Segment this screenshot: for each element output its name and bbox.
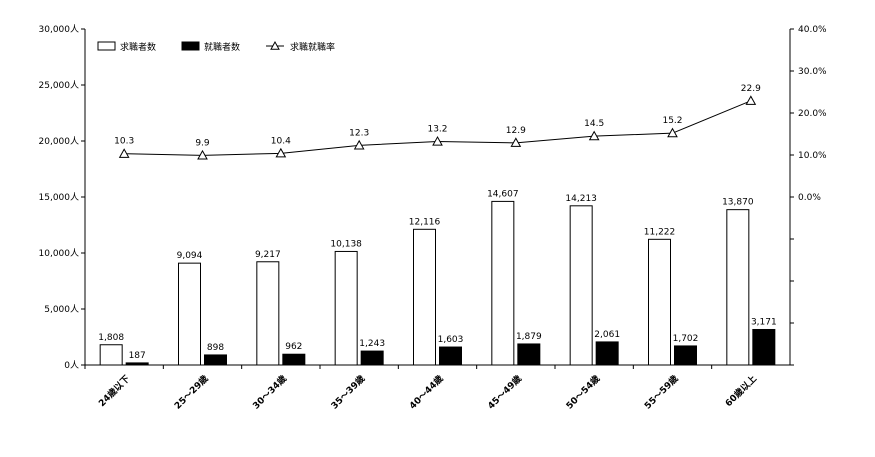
x-axis: 24歳以下 25～29歳 30～34歳 35～39歳 40～44歳 45～49歳 50～54… [84, 364, 790, 412]
bar-label: 1,243 [359, 339, 385, 349]
bar-applicants [491, 200, 515, 366]
rate-point [353, 139, 365, 150]
rate-label: 9.9 [195, 138, 210, 148]
bars: 1,808 187 9,094 898 9,217 962 10,138 1,243 12,11… [98, 189, 777, 366]
rate-line: 10.3 9.9 10.4 12.3 13.2 12.9 14.5 15.2 22.9 [114, 84, 761, 160]
right-tick-label: 10.0% [798, 151, 827, 161]
rate-label: 13.2 [427, 125, 447, 135]
rate-point [432, 136, 443, 146]
rate-point [118, 148, 130, 158]
bar-hired [595, 341, 619, 366]
bar-hired [439, 346, 462, 366]
rate-label: 12.9 [506, 126, 526, 136]
bar-label: 11,222 [644, 227, 676, 237]
bar-label: 9,094 [177, 251, 203, 261]
bar-applicants [99, 344, 123, 366]
bar-applicants [726, 209, 750, 366]
bar-label: 14,213 [565, 194, 597, 204]
bar-hired [674, 345, 697, 366]
x-tick-label: 35～39歳 [328, 373, 367, 412]
rate-point [588, 130, 600, 141]
rate-point [197, 149, 208, 160]
bar-hired [360, 350, 384, 366]
bar-hired [204, 354, 227, 366]
rate-point [667, 127, 678, 138]
rate-label: 14.5 [584, 119, 604, 129]
rate-point [510, 137, 522, 147]
x-tick-label: 30～34歳 [250, 373, 289, 412]
bar-applicants [256, 261, 280, 366]
right-tick-label: 0.0% [798, 193, 821, 203]
bar-label: 3,171 [751, 317, 777, 327]
x-tick-label: 40～44歳 [407, 373, 446, 412]
rate-point [275, 147, 287, 158]
legend-marker [270, 40, 280, 50]
x-tick-label: 45～49歳 [485, 373, 524, 412]
right-tick-label: 20.0% [798, 109, 827, 119]
left-tick-label: 20,000人 [39, 136, 80, 147]
bar-label: 1,702 [673, 334, 699, 344]
bar-label: 1,879 [516, 332, 542, 342]
bar-label: 1,603 [438, 335, 464, 345]
bar-applicants [413, 228, 436, 366]
bar-hired [517, 343, 541, 366]
bar-label: 962 [285, 342, 302, 352]
bar-label: 12,116 [409, 217, 441, 227]
x-tick-label: 24歳以下 [96, 373, 132, 409]
left-tick-label: 0人 [64, 360, 79, 371]
bar-label: 898 [207, 343, 224, 353]
legend: 求職者数 就職者数 求職就職率 [97, 40, 335, 53]
bar-label: 13,870 [722, 198, 754, 208]
bar-label: 14,607 [487, 189, 519, 199]
bar-hired [752, 328, 776, 366]
bar-applicants [648, 238, 671, 366]
legend-label: 求職者数 [120, 41, 156, 53]
bar-label: 2,061 [594, 330, 620, 340]
rate-label: 15.2 [662, 116, 682, 126]
rate-point [745, 95, 757, 105]
bar-label: 10,138 [330, 239, 362, 249]
bar-applicants [569, 205, 593, 366]
legend-swatch-1 [181, 41, 200, 51]
bar-applicants [334, 250, 358, 366]
left-tick-label: 5,000人 [44, 304, 79, 315]
legend-label: 就職者数 [204, 41, 240, 53]
bar-label: 1,808 [98, 333, 124, 343]
x-tick-label: 50～54歳 [563, 373, 602, 412]
rate-label: 22.9 [741, 84, 761, 94]
bar-hired [282, 353, 306, 366]
left-tick-label: 25,000人 [39, 80, 80, 91]
bar-label: 187 [129, 351, 146, 361]
x-tick-label: 60歳以上 [723, 373, 759, 409]
bar-applicants [178, 262, 201, 366]
x-tick-label: 55～59歳 [642, 373, 681, 412]
left-tick-label: 10,000人 [39, 248, 80, 259]
legend-label: 求職就職率 [290, 41, 335, 53]
x-tick-label: 25～29歳 [172, 373, 211, 412]
left-tick-label: 15,000人 [39, 192, 80, 203]
rate-label: 10.3 [114, 137, 134, 147]
right-tick-label: 40.0% [798, 25, 827, 35]
left-tick-label: 30,000人 [39, 24, 80, 35]
left-axis: 0人 5,000人 10,000人 15,000人 20,000人 25,000人 30,0… [39, 24, 86, 371]
bar-hired [125, 362, 149, 366]
legend-swatch-0 [97, 41, 116, 51]
rate-label: 10.4 [271, 136, 291, 146]
bar-label: 9,217 [255, 250, 281, 260]
right-axis: 0.0% 10.0% 20.0% 30.0% 40.0% [789, 25, 827, 366]
right-tick-label: 30.0% [798, 67, 827, 77]
rate-label: 12.3 [349, 128, 369, 138]
